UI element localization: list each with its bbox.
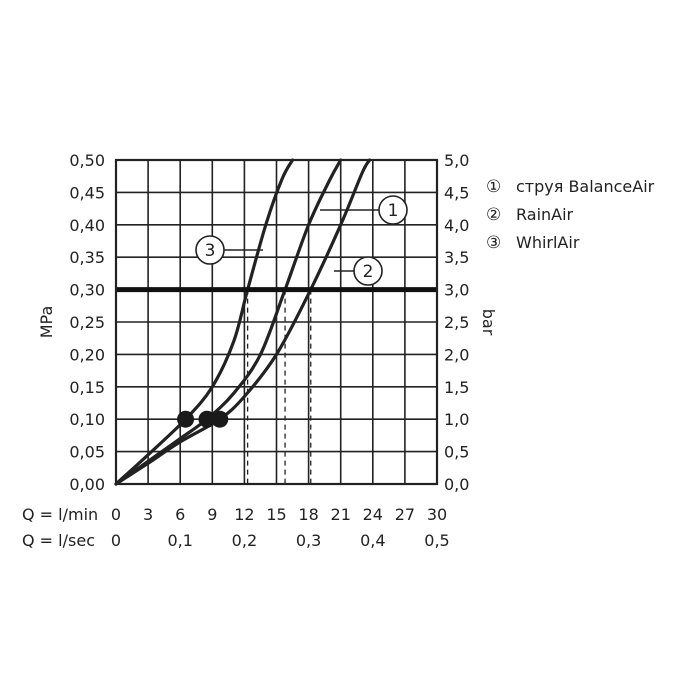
right-tick-label: 2,0 [444, 345, 469, 364]
x-lsec-tick-label: 0,5 [424, 531, 449, 550]
curves [114, 158, 372, 486]
callout-3-number: 3 [205, 241, 216, 261]
x-lmin-tick-label: 30 [427, 505, 447, 524]
x-lmin-tick-label: 3 [143, 505, 153, 524]
operating-point [198, 410, 216, 428]
operating-points [177, 410, 229, 428]
right-tick-label: 0,0 [444, 475, 469, 494]
callout-3-circle [195, 235, 225, 265]
left-tick-label: 0,45 [69, 183, 105, 202]
right-tick-label: 3,0 [444, 281, 469, 300]
right-axis-label: bar [479, 309, 498, 336]
left-tick-label: 0,30 [69, 281, 105, 300]
left-tick-label: 0,40 [69, 216, 105, 235]
right-tick-label: 1,0 [444, 410, 469, 429]
legend-entry: WhirlAir [516, 233, 580, 252]
legend-entry: струя BalanceAir [516, 177, 655, 196]
x-lmin-tick-label: 0 [111, 505, 121, 524]
right-tick-label: 4,0 [444, 216, 469, 235]
right-tick-label: 4,5 [444, 183, 469, 202]
left-tick-label: 0,20 [69, 345, 105, 364]
x-lsec-tick-label: 0 [111, 531, 121, 550]
x-lsec-tick-label: 0,4 [360, 531, 385, 550]
x-axis-lsec-label: Q = l/sec [22, 531, 95, 550]
left-axis-label: MPa [37, 306, 56, 339]
plot-border [114, 158, 439, 486]
left-tick-label: 0,35 [69, 248, 105, 267]
plot-frame [114, 158, 439, 486]
x-lmin-tick-label: 24 [363, 505, 383, 524]
x-lsec-tick-label: 0,1 [167, 531, 192, 550]
callout-2-circle [353, 256, 383, 286]
right-tick-label: 3,5 [444, 248, 469, 267]
left-tick-label: 0,50 [69, 151, 105, 170]
legend-entry: RainAir [516, 205, 574, 224]
tick-labels: 0,000,050,100,150,200,250,300,350,400,45… [69, 151, 469, 550]
callout-1-circle [378, 195, 408, 225]
legend-marker: ① [486, 177, 501, 197]
operating-point [177, 410, 195, 428]
callouts: 1 2 3 [195, 195, 408, 286]
x-lmin-tick-label: 27 [395, 505, 415, 524]
drop-lines [246, 289, 312, 484]
right-tick-label: 5,0 [444, 151, 469, 170]
curve-balanceair [114, 158, 343, 486]
curve-rainair [114, 158, 372, 486]
x-axis-lmin-label: Q = l/min [22, 505, 98, 524]
legend: ① струя BalanceAir ② RainAir ③ WhirlAir [486, 177, 655, 253]
x-lsec-tick-label: 0,2 [232, 531, 257, 550]
x-lmin-tick-label: 18 [298, 505, 318, 524]
left-tick-label: 0,05 [69, 443, 105, 462]
x-lmin-tick-label: 21 [331, 505, 351, 524]
callout-1-number: 1 [388, 201, 399, 221]
curve-whirlair [114, 158, 295, 486]
right-tick-label: 2,5 [444, 313, 469, 332]
x-lsec-tick-label: 0,3 [296, 531, 321, 550]
callout-2-number: 2 [363, 262, 374, 282]
legend-marker: ② [486, 205, 501, 225]
x-lmin-tick-label: 12 [234, 505, 254, 524]
left-tick-label: 0,00 [69, 475, 105, 494]
left-tick-label: 0,25 [69, 313, 105, 332]
x-lmin-tick-label: 15 [266, 505, 286, 524]
x-lmin-tick-label: 6 [175, 505, 185, 524]
x-lmin-tick-label: 9 [207, 505, 217, 524]
legend-marker: ③ [486, 233, 501, 253]
right-tick-label: 1,5 [444, 378, 469, 397]
left-tick-label: 0,15 [69, 378, 105, 397]
right-tick-label: 0,5 [444, 443, 469, 462]
operating-point [211, 410, 229, 428]
left-tick-label: 0,10 [69, 410, 105, 429]
